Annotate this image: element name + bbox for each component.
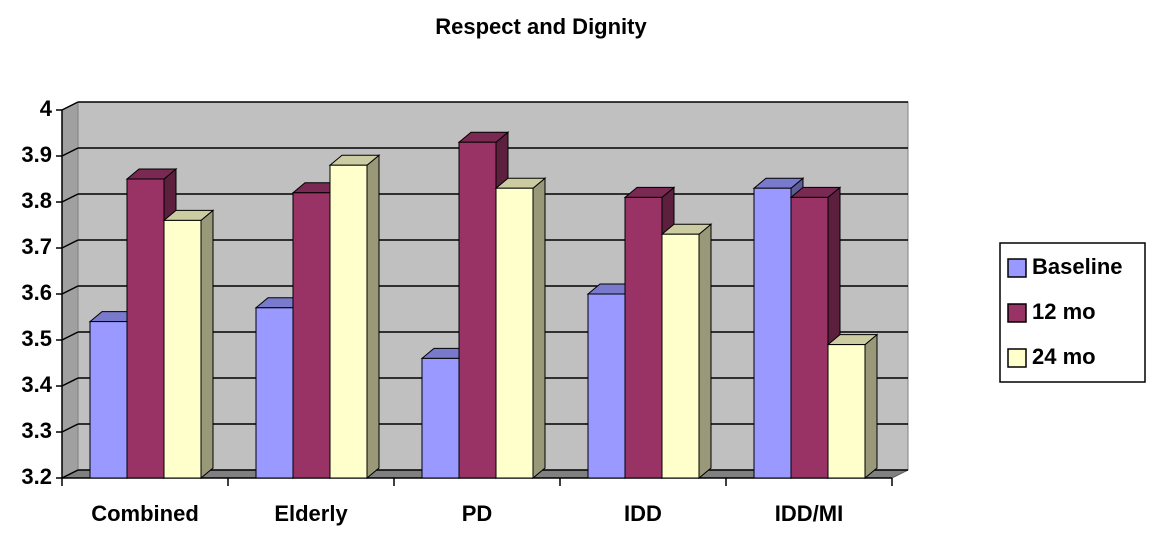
y-tick-label: 3.4 — [21, 372, 52, 397]
bar — [790, 196, 829, 479]
chart-title: Respect and Dignity — [435, 14, 647, 39]
y-tick-label: 3.7 — [21, 234, 52, 259]
legend-label: Baseline — [1032, 254, 1123, 279]
bar — [624, 196, 663, 479]
grid-line-side — [61, 147, 79, 157]
bar — [292, 192, 331, 479]
grid-line-side — [61, 469, 79, 479]
bar — [587, 293, 626, 479]
grid-line-side — [61, 193, 79, 203]
grid-line-side — [61, 377, 79, 387]
y-tick-label: 3.9 — [21, 142, 52, 167]
bar-side — [698, 223, 712, 480]
bar — [329, 164, 368, 479]
bar — [753, 187, 792, 479]
legend-label: 24 mo — [1032, 344, 1096, 369]
bar-side — [864, 333, 878, 480]
grid-line-side — [61, 331, 79, 341]
bar — [495, 187, 534, 479]
x-tick-label: IDD — [624, 501, 662, 526]
grid-line-side — [61, 239, 79, 249]
y-tick-label: 3.5 — [21, 326, 52, 351]
x-tick-label: PD — [462, 501, 493, 526]
bar — [458, 141, 497, 479]
grid-line-side — [61, 423, 79, 433]
bar — [421, 357, 460, 479]
y-tick-label: 3.2 — [21, 464, 52, 489]
y-tick-label: 3.3 — [21, 418, 52, 443]
legend-label: 12 mo — [1032, 299, 1096, 324]
legend-swatch — [1007, 258, 1027, 278]
bar — [661, 233, 700, 479]
bar — [255, 307, 294, 479]
grid-line-side — [61, 101, 79, 111]
legend-swatch — [1007, 303, 1027, 323]
bar — [126, 178, 165, 479]
bar-side — [532, 177, 546, 480]
bar-side — [200, 209, 214, 480]
x-tick-label: IDD/MI — [775, 501, 843, 526]
y-tick-label: 3.8 — [21, 188, 52, 213]
bar-side — [366, 154, 380, 480]
bar — [89, 321, 128, 479]
grid-line-side — [61, 285, 79, 295]
x-tick-label: Combined — [91, 501, 199, 526]
y-tick-label: 3.6 — [21, 280, 52, 305]
bar — [827, 344, 866, 479]
y-tick-label: 4 — [40, 96, 53, 121]
x-tick-label: Elderly — [274, 501, 348, 526]
bar — [163, 219, 202, 479]
legend-swatch — [1007, 348, 1027, 368]
